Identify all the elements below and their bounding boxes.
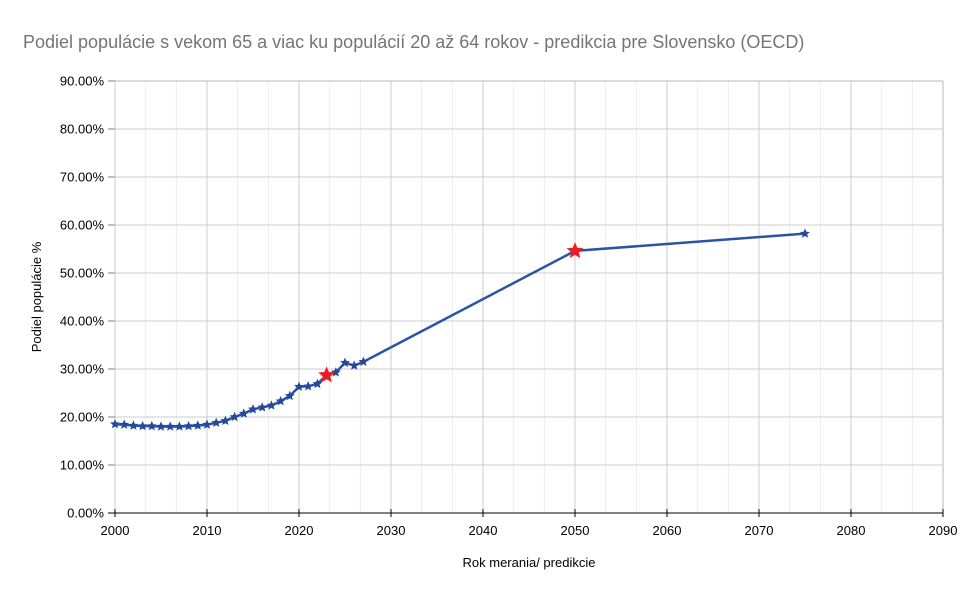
data-point-star [165,421,176,431]
y-tick-label: 30.00% [60,362,105,377]
x-tick-label: 2040 [469,523,498,538]
y-tick-label: 90.00% [60,74,105,89]
y-tick-label: 50.00% [60,266,105,281]
data-point-star [229,411,240,422]
data-point-star [340,357,350,367]
data-point-star [800,228,810,238]
data-point-star [349,360,360,370]
y-tick-label: 80.00% [60,122,105,137]
y-tick-label: 20.00% [60,410,105,425]
data-point-star [257,402,268,412]
x-tick-label: 2010 [193,523,222,538]
data-point-star [312,378,323,389]
data-point-star [137,420,148,431]
data-point-star [266,400,277,410]
y-tick-label: 40.00% [60,314,105,329]
highlight-point-star [318,366,335,383]
data-point-star [303,381,314,391]
data-series-line [113,232,807,428]
x-tick-label: 2070 [745,523,774,538]
highlight-point-star [566,242,584,258]
data-point-star [110,419,120,429]
data-point-star [146,420,157,431]
data-point-star [358,356,369,366]
x-tick-label: 2050 [561,523,590,538]
x-tick-label: 2000 [101,523,130,538]
chart-title: Podiel populácie s vekom 65 a viac ku po… [23,32,805,52]
y-tick-label: 70.00% [60,170,105,185]
data-point-star [220,415,231,425]
data-point-star [284,390,295,401]
y-tick-label: 60.00% [60,218,105,233]
data-point-star [119,419,130,429]
data-point-star [248,404,258,414]
data-point-star [174,421,185,431]
data-point-star [294,381,304,391]
data-point-star [211,417,222,427]
data-point-star [238,408,249,418]
x-tick-label: 2090 [929,523,958,538]
data-point-star [192,420,203,430]
x-tick-label: 2080 [837,523,866,538]
x-tick-label: 2030 [377,523,406,538]
x-axis-title: Rok merania/ predikcie [463,555,596,570]
data-point-star [156,421,166,431]
data-point-star [128,420,139,430]
y-tick-label: 0.00% [67,506,104,521]
data-point-star [183,420,194,431]
data-point-star [330,367,341,377]
x-tick-label: 2060 [653,523,682,538]
y-axis-title: Podiel populácie % [29,241,44,352]
x-tick-label: 2020 [285,523,314,538]
y-tick-label: 10.00% [60,458,105,473]
data-point-star [275,396,286,406]
data-point-star [202,419,212,429]
